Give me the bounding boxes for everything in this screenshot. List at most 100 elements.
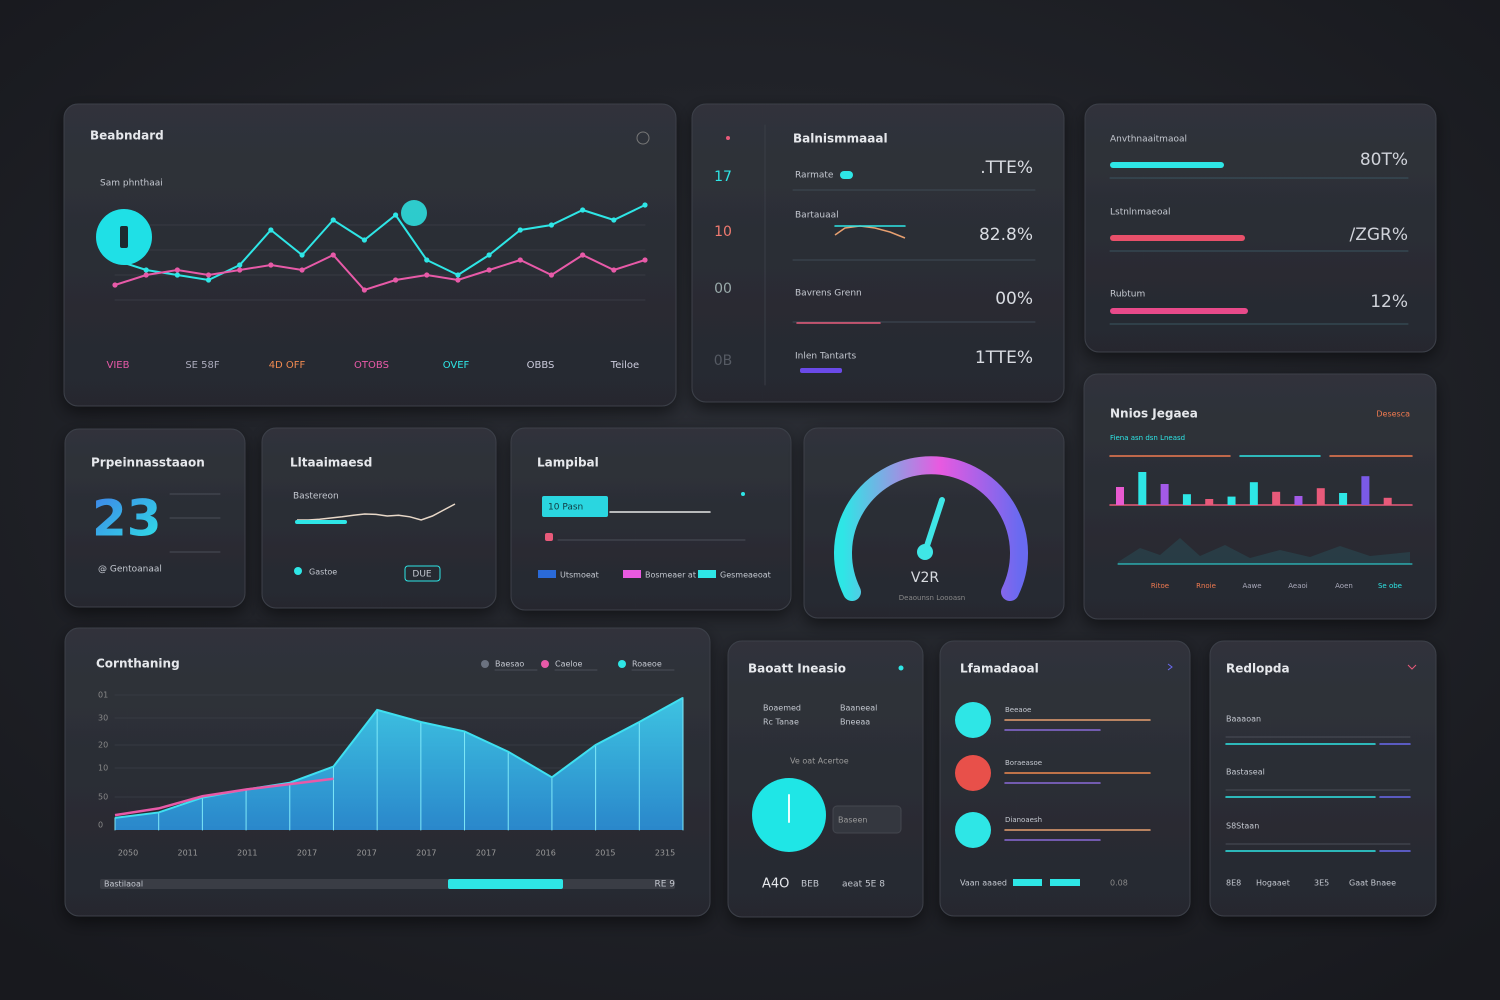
- point: [455, 277, 461, 283]
- point: [611, 217, 617, 223]
- x-tick-label: 2016: [535, 849, 555, 858]
- x-tick-label: OBBS: [527, 360, 555, 371]
- point: [392, 277, 399, 283]
- x-tick-label: 4D OFF: [269, 360, 306, 371]
- footer-bar: [1013, 879, 1042, 886]
- row-label: Inlen Tantarts: [795, 352, 856, 362]
- indicator: [898, 665, 904, 671]
- bar: [1116, 487, 1124, 505]
- panel-title: Cornthaning: [96, 657, 180, 671]
- point: [517, 227, 523, 233]
- bar: [1138, 472, 1147, 505]
- bar: [1272, 491, 1281, 505]
- y-tick-label: 0: [98, 821, 103, 830]
- x-tick-label: Ritoe: [1151, 582, 1169, 590]
- bar: [1249, 482, 1258, 505]
- row-label: Anvthnaaitmaoal: [1110, 135, 1187, 145]
- indicator: [726, 136, 730, 140]
- panel: [727, 640, 924, 918]
- point: [268, 227, 274, 233]
- search-icon[interactable]: [636, 131, 650, 145]
- background-area: [1118, 538, 1410, 564]
- panel-title: Lampibal: [537, 456, 599, 470]
- row-label: Bastaseal: [1226, 768, 1265, 777]
- footer-label: Bastilaoal: [104, 880, 143, 889]
- x-tick-label: Aawe: [1242, 582, 1261, 590]
- point: [548, 272, 555, 278]
- row-value: 80T%: [1360, 150, 1408, 170]
- caption: @ Gentoanaal: [98, 565, 162, 575]
- x-tick-label: 2015: [595, 849, 615, 858]
- point: [112, 282, 118, 288]
- gauge-needle: [922, 497, 945, 555]
- scroll-track: [100, 879, 675, 889]
- side-label: 00: [714, 281, 732, 297]
- chip-label: Baseen: [838, 816, 867, 825]
- bar: [1205, 499, 1214, 505]
- scroll-thumb[interactable]: [448, 879, 563, 889]
- point: [611, 267, 617, 273]
- row-label: Baaaoan: [1226, 715, 1261, 724]
- caption: Deaounsn Loooasn: [899, 594, 965, 602]
- point: [174, 272, 180, 278]
- footer-label: 8E8: [1226, 879, 1241, 888]
- point: [517, 257, 523, 263]
- point: [580, 252, 586, 258]
- legend-swatch: [618, 660, 626, 668]
- gauge-arc: [834, 456, 1028, 601]
- legend-label: Gastoe: [309, 568, 337, 577]
- x-tick-label: Teiloe: [610, 360, 639, 371]
- panel: [939, 640, 1191, 917]
- accent-bar: [800, 368, 842, 373]
- y-tick-label: 20: [98, 741, 108, 750]
- row-label: S8Staan: [1226, 822, 1259, 831]
- area: [115, 697, 683, 830]
- legend-swatch: [481, 660, 489, 668]
- bar: [1361, 476, 1370, 505]
- subtitle: Bastereon: [293, 492, 339, 502]
- bar: [1160, 484, 1169, 505]
- panel-title: Beabndard: [90, 129, 164, 143]
- panel-title: Lltaaimaesd: [290, 456, 372, 470]
- bar: [1227, 496, 1236, 505]
- button-frame[interactable]: [404, 565, 441, 582]
- footer-label: Vaan aaaed: [960, 879, 1007, 888]
- legend-label: Bosmeaer at: [645, 571, 696, 580]
- counter-value: 23: [92, 490, 162, 548]
- legend-label: Baesao: [495, 660, 524, 669]
- bar: [1339, 493, 1348, 505]
- point: [330, 217, 336, 223]
- footer-label: Hogaaet: [1256, 879, 1290, 888]
- series-line: [114, 204, 646, 282]
- panel: [1209, 640, 1437, 917]
- point: [143, 267, 149, 273]
- area-line: [114, 777, 334, 817]
- y-tick-label: 01: [98, 691, 108, 700]
- point: [237, 262, 243, 268]
- panel: [261, 427, 497, 609]
- note: Ve oat Acertoe: [790, 757, 849, 766]
- x-tick-label: OVEF: [443, 360, 470, 371]
- x-tick-label: 2050: [118, 849, 138, 858]
- panel-title: Lfamadaoal: [960, 662, 1039, 676]
- panel-title: Redlopda: [1226, 662, 1290, 676]
- panel-title: Baoatt Ineasio: [748, 662, 846, 676]
- point: [174, 267, 180, 273]
- x-tick-label: 2011: [237, 849, 257, 858]
- row-label: Rubtum: [1110, 290, 1145, 300]
- marker: [545, 533, 553, 541]
- point: [548, 222, 555, 228]
- footer-label: BEB: [801, 880, 819, 890]
- note: Fiena asn dsn Lneasd: [1110, 434, 1185, 442]
- bar: [1294, 496, 1303, 505]
- chip-label: 10 Pasn: [548, 503, 583, 513]
- point: [361, 237, 368, 243]
- footer-label: A4O: [762, 877, 789, 892]
- chevron: [1407, 664, 1417, 670]
- footer-bar: [1050, 879, 1080, 886]
- slider-knob[interactable]: [741, 492, 745, 496]
- chip: [840, 171, 853, 179]
- panel: [691, 103, 1065, 403]
- y-tick-label: 30: [98, 714, 108, 723]
